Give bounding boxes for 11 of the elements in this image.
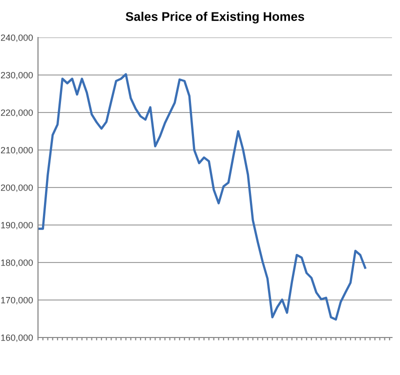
- y-tick-label: 220,000: [0, 109, 33, 117]
- y-tick-label: 160,000: [1, 334, 33, 342]
- y-tick-label: 180,000: [1, 259, 33, 267]
- y-tick-label: 170,000: [1, 296, 33, 304]
- y-tick-label: 230,000: [0, 72, 33, 80]
- y-tick-label: 190,000: [1, 222, 33, 230]
- y-tick-label: 210,000: [0, 146, 33, 154]
- line-series: [38, 73, 366, 321]
- chart-title: Sales Price of Existing Homes: [126, 12, 304, 24]
- y-tick-label: 200,000: [0, 184, 33, 192]
- y-tick-label: 240,000: [0, 34, 33, 42]
